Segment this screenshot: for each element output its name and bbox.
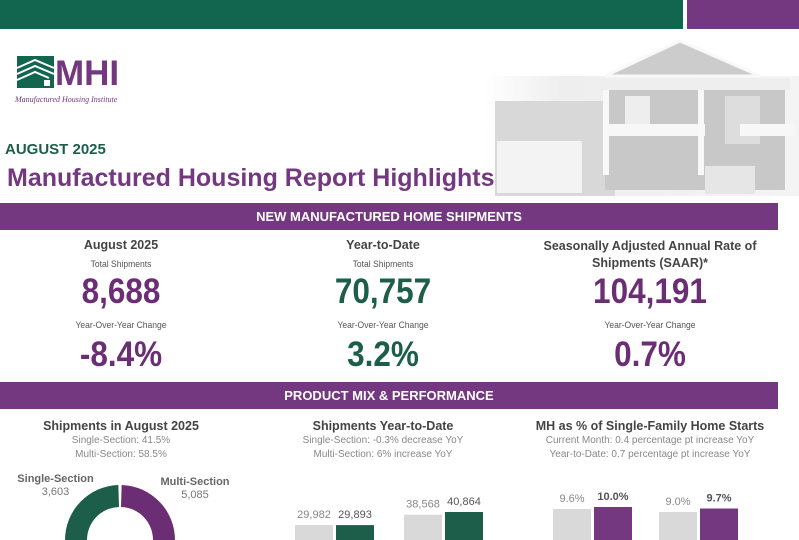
card-ytd: Year-to-Date Total Shipments 70,757 Year… bbox=[253, 238, 513, 375]
bar-label: 29,893 bbox=[338, 509, 372, 521]
slice-value: 3,603 bbox=[41, 486, 70, 498]
donut-slice-multi-section bbox=[120, 485, 175, 540]
bar bbox=[295, 525, 333, 540]
card-heading: August 2025 bbox=[83, 238, 159, 252]
report-date: AUGUST 2025 bbox=[5, 141, 106, 158]
house-illustration bbox=[485, 39, 799, 196]
logo-text: MHI bbox=[55, 54, 119, 90]
card-yoy: -8.4% bbox=[79, 335, 163, 374]
card-sub: Total Shipments bbox=[90, 259, 152, 270]
bar bbox=[336, 525, 374, 540]
panel-line: Multi-Section: 58.5% bbox=[75, 449, 167, 460]
logo-subtitle: Manufactured Housing Institute bbox=[15, 95, 118, 104]
slice-value: 5,085 bbox=[181, 489, 209, 501]
donut-slice-single-section bbox=[65, 485, 120, 540]
card-heading: Year-to-Date bbox=[346, 238, 420, 252]
card-yoy-label: Year-Over-Year Change bbox=[337, 320, 429, 331]
bar-label: 10.0% bbox=[597, 491, 628, 503]
card-heading: Seasonally Adjusted Annual Rate of Shipm… bbox=[543, 239, 757, 270]
panel-heading: Shipments Year-to-Date bbox=[312, 419, 454, 433]
top-banner-purple bbox=[687, 0, 799, 29]
panel-line: Multi-Section: 6% increase YoY bbox=[313, 449, 453, 460]
panel-august-shipments: Shipments in August 2025 Single-Section:… bbox=[0, 419, 251, 462]
card-yoy: 0.7% bbox=[614, 335, 686, 374]
panel-line: Single-Section: 41.5% bbox=[71, 435, 171, 446]
card-yoy: 3.2% bbox=[347, 335, 419, 374]
panel-line: Single-Section: -0.3% decrease YoY bbox=[302, 435, 464, 446]
card-yoy-label: Year-Over-Year Change bbox=[604, 320, 696, 331]
bar-label: 38,568 bbox=[406, 499, 440, 511]
bar-label: 9.7% bbox=[706, 493, 731, 505]
donut-label-single: Single-Section 3,603 bbox=[8, 473, 103, 499]
bar bbox=[445, 512, 483, 540]
panel-mh-share: MH as % of Single-Family Home Starts Cur… bbox=[520, 419, 780, 462]
card-sub: Total Shipments bbox=[352, 259, 414, 270]
section-band-product-mix: PRODUCT MIX & PERFORMANCE bbox=[0, 382, 778, 409]
bar-label: 40,864 bbox=[447, 496, 481, 508]
section-band-shipments: NEW MANUFACTURED HOME SHIPMENTS bbox=[0, 203, 778, 230]
card-saar: Seasonally Adjusted Annual Rate of Shipm… bbox=[520, 238, 780, 375]
donut-label-multi: Multi-Section 5,085 bbox=[150, 476, 240, 502]
panel-heading: MH as % of Single-Family Home Starts bbox=[535, 419, 765, 433]
panel-line: Year-to-Date: 0.7 percentage pt increase… bbox=[549, 449, 751, 460]
bar bbox=[594, 507, 632, 540]
card-value: 104,191 bbox=[593, 272, 707, 311]
card-yoy-label: Year-Over-Year Change bbox=[75, 320, 167, 331]
bar-label: 9.0% bbox=[665, 496, 690, 508]
card-value: 8,688 bbox=[81, 272, 161, 311]
bar bbox=[659, 512, 697, 540]
bar bbox=[553, 509, 591, 540]
card-value: 70,757 bbox=[334, 272, 432, 311]
panel-line: Current Month: 0.4 percentage pt increas… bbox=[545, 435, 755, 446]
panel-ytd-shipments: Shipments Year-to-Date Single-Section: -… bbox=[253, 419, 513, 462]
bar bbox=[700, 508, 738, 540]
card-august: August 2025 Total Shipments 8,688 Year-O… bbox=[0, 238, 251, 375]
panel-heading: Shipments in August 2025 bbox=[43, 419, 199, 433]
bar bbox=[404, 514, 442, 540]
top-banner-green bbox=[0, 0, 683, 29]
page-title: Manufactured Housing Report Highlights bbox=[7, 164, 495, 192]
bar-label: 9.6% bbox=[559, 493, 584, 505]
bar-label: 29,982 bbox=[297, 509, 331, 521]
slice-name: Multi-Section bbox=[160, 476, 230, 488]
slice-name: Single-Section bbox=[17, 473, 94, 485]
mhi-logo: MHI bbox=[16, 54, 119, 90]
